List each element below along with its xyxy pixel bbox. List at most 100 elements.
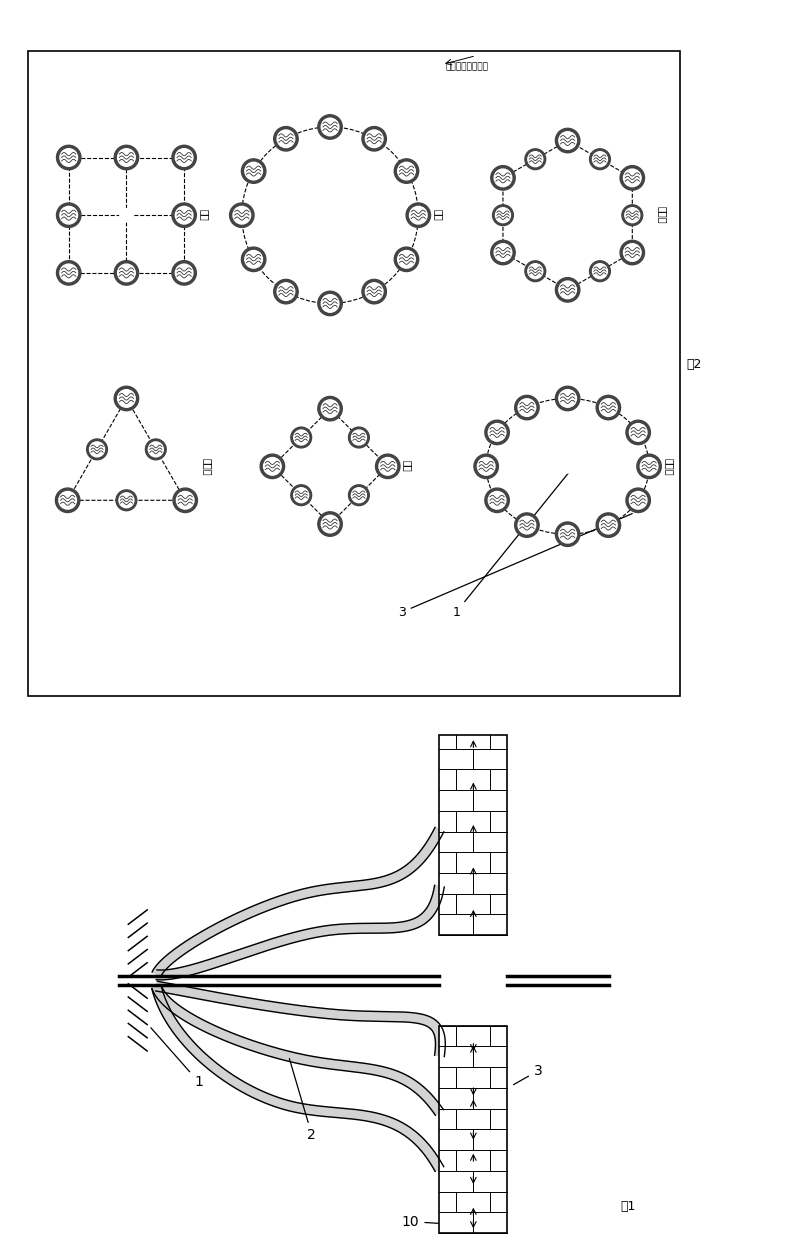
Circle shape (294, 488, 309, 503)
Circle shape (318, 292, 342, 316)
Circle shape (561, 209, 574, 222)
Circle shape (559, 390, 577, 407)
Circle shape (349, 485, 370, 505)
Bar (439, 735, 507, 935)
Text: 矩形: 矩形 (199, 210, 209, 221)
Circle shape (173, 488, 198, 513)
Circle shape (561, 460, 574, 473)
Circle shape (394, 158, 418, 184)
Circle shape (242, 248, 266, 272)
Circle shape (118, 148, 135, 166)
Circle shape (60, 264, 78, 282)
Circle shape (175, 148, 193, 166)
Circle shape (623, 170, 641, 186)
Circle shape (349, 427, 370, 447)
Circle shape (590, 260, 610, 282)
Circle shape (366, 129, 383, 147)
Circle shape (277, 129, 294, 147)
Circle shape (172, 202, 196, 228)
Circle shape (555, 386, 580, 411)
Circle shape (379, 458, 397, 475)
Circle shape (528, 152, 542, 167)
Circle shape (485, 488, 510, 513)
Circle shape (410, 206, 427, 224)
Circle shape (518, 398, 536, 416)
Circle shape (394, 248, 418, 272)
Circle shape (626, 420, 650, 445)
Circle shape (362, 127, 386, 151)
Circle shape (114, 386, 138, 411)
Circle shape (626, 488, 650, 513)
Text: 2: 2 (290, 1058, 316, 1141)
Circle shape (559, 282, 577, 299)
Circle shape (291, 485, 311, 505)
Circle shape (274, 127, 298, 151)
Circle shape (518, 517, 536, 534)
Circle shape (406, 202, 430, 228)
Circle shape (263, 458, 281, 475)
Circle shape (514, 396, 539, 420)
Circle shape (637, 454, 662, 479)
Circle shape (57, 260, 81, 285)
Circle shape (233, 206, 250, 224)
Circle shape (599, 398, 617, 416)
Circle shape (494, 170, 512, 186)
Circle shape (114, 146, 138, 170)
Circle shape (172, 260, 196, 285)
Circle shape (590, 148, 610, 170)
Polygon shape (156, 982, 446, 1057)
Text: 图2: 图2 (686, 358, 702, 371)
Text: 1: 1 (452, 471, 570, 618)
Circle shape (242, 158, 266, 184)
Circle shape (351, 430, 366, 445)
Circle shape (622, 205, 642, 225)
Circle shape (114, 260, 138, 285)
Circle shape (323, 209, 337, 222)
Polygon shape (152, 985, 443, 1115)
Text: 图1: 图1 (621, 1200, 636, 1213)
Circle shape (116, 490, 137, 510)
Circle shape (294, 430, 309, 445)
Circle shape (245, 250, 262, 268)
Circle shape (120, 209, 134, 222)
Circle shape (175, 264, 193, 282)
Circle shape (625, 207, 640, 222)
Circle shape (291, 427, 311, 447)
Circle shape (620, 240, 645, 265)
Circle shape (120, 460, 134, 473)
Text: 10: 10 (402, 1214, 470, 1228)
Circle shape (528, 264, 542, 279)
Text: 3: 3 (398, 514, 632, 618)
Circle shape (488, 424, 506, 441)
Circle shape (119, 493, 134, 508)
Circle shape (488, 491, 506, 509)
Circle shape (593, 152, 607, 167)
Polygon shape (152, 987, 444, 1172)
Circle shape (322, 400, 339, 417)
Circle shape (260, 454, 285, 479)
Circle shape (490, 166, 515, 190)
Circle shape (118, 264, 135, 282)
Circle shape (596, 513, 621, 537)
Circle shape (57, 146, 81, 170)
Circle shape (555, 128, 580, 153)
Circle shape (514, 513, 539, 537)
Circle shape (322, 294, 339, 312)
Circle shape (525, 260, 546, 282)
Circle shape (555, 278, 580, 302)
Circle shape (555, 522, 580, 547)
Circle shape (86, 439, 107, 460)
Circle shape (398, 250, 415, 268)
Circle shape (640, 458, 658, 475)
Circle shape (351, 488, 366, 503)
Circle shape (495, 207, 510, 222)
Circle shape (245, 162, 262, 180)
Circle shape (146, 439, 166, 460)
Circle shape (172, 146, 196, 170)
Circle shape (60, 148, 78, 166)
Circle shape (630, 491, 647, 509)
Text: 煤层气井型示意图: 煤层气井型示意图 (446, 63, 489, 72)
Circle shape (398, 162, 415, 180)
Circle shape (630, 424, 647, 441)
Text: 椭圆形: 椭圆形 (664, 458, 674, 475)
